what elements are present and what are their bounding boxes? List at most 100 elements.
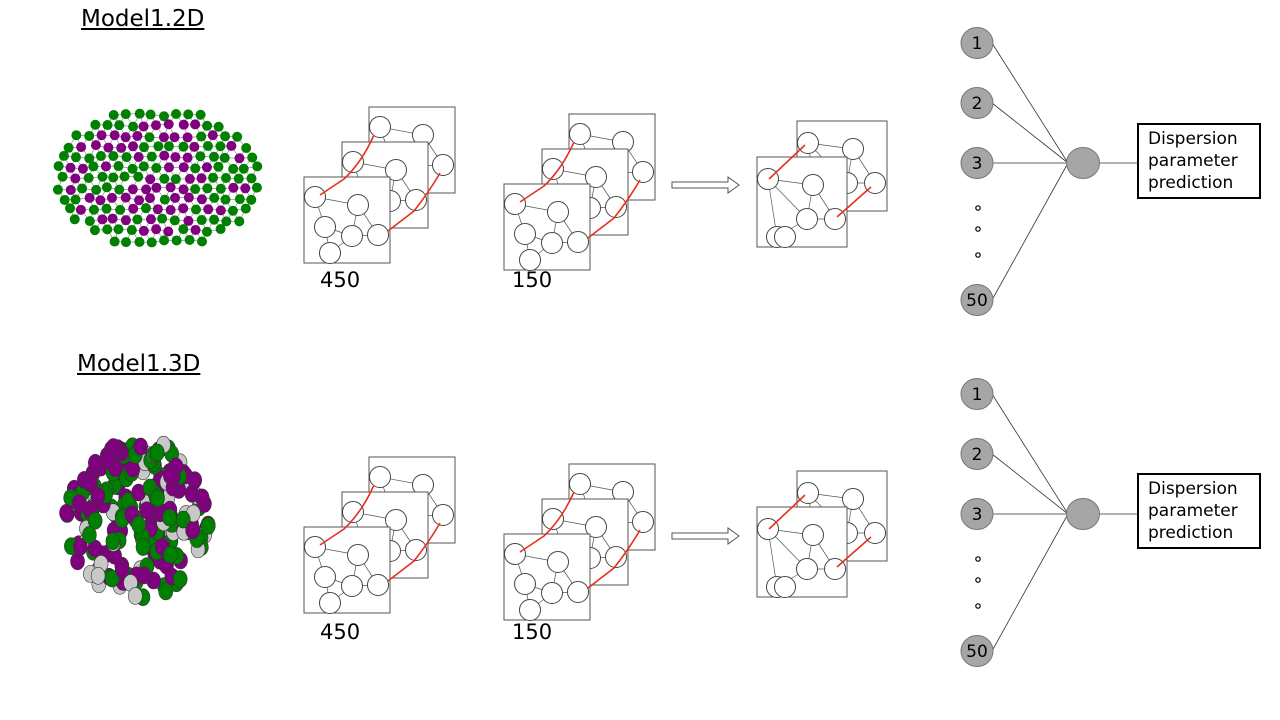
- lattice-node: [251, 182, 262, 193]
- lattice-node: [228, 182, 239, 193]
- lattice-node: [234, 194, 245, 205]
- lattice-node: [183, 109, 194, 120]
- lattice-node: [215, 224, 226, 235]
- lattice-node: [128, 203, 139, 214]
- frame-node: [519, 599, 541, 621]
- cluster-node: [150, 489, 165, 508]
- frame-node: [802, 524, 824, 546]
- lattice-node: [215, 141, 226, 152]
- frame-node: [367, 574, 389, 596]
- red-edge: [836, 536, 872, 568]
- lattice-node: [53, 161, 64, 172]
- frame-node: [796, 208, 818, 230]
- cluster-node: [70, 552, 85, 571]
- frame-node: [774, 226, 796, 248]
- cluster-node: [59, 504, 74, 522]
- lattice-node: [213, 121, 224, 132]
- lattice-node: [65, 203, 76, 214]
- lattice-node: [182, 132, 193, 143]
- frame-node: [504, 543, 526, 565]
- frame-node: [385, 159, 407, 181]
- frame-node: [514, 223, 536, 245]
- output-line: Dispersion: [1148, 129, 1238, 149]
- lattice-node: [102, 120, 113, 131]
- cluster-node: [128, 587, 143, 605]
- lattice-node: [120, 109, 131, 120]
- lattice-node: [132, 130, 143, 141]
- lattice-node: [114, 184, 125, 195]
- lattice-node: [101, 203, 112, 214]
- graph-pair: [756, 120, 888, 248]
- lattice-node: [183, 192, 194, 203]
- frame-node: [802, 174, 824, 196]
- lattice-node: [65, 184, 76, 195]
- red-edge: [836, 186, 872, 218]
- neuron-icon: [960, 284, 994, 316]
- lattice-node: [189, 141, 200, 152]
- lattice-node: [240, 203, 251, 214]
- frame-node: [774, 576, 796, 598]
- input-node-label: 50: [966, 291, 988, 311]
- frame-node: [541, 232, 563, 254]
- lattice-node: [183, 215, 194, 226]
- lattice-node: [234, 153, 245, 164]
- lattice-node: [146, 151, 157, 162]
- lattice-node: [227, 205, 238, 216]
- ellipsis-dot: [975, 252, 981, 258]
- cluster-node: [114, 560, 130, 579]
- cluster-node: [87, 511, 103, 530]
- output-line: parameter: [1148, 151, 1238, 171]
- lattice-node: [195, 151, 206, 162]
- lattice-node: [96, 130, 107, 141]
- lattice-node: [178, 119, 189, 130]
- lattice-node: [120, 132, 131, 143]
- lattice-node: [157, 213, 168, 224]
- neuron-icon: [960, 438, 994, 470]
- lattice-node: [246, 173, 257, 184]
- lattice-node: [163, 226, 174, 237]
- stack-count-label: 150: [512, 268, 553, 292]
- cluster-node: [200, 516, 216, 535]
- output-line: prediction: [1148, 173, 1234, 193]
- lattice-node: [191, 204, 202, 215]
- neuron-icon: [960, 635, 994, 667]
- lattice-node: [178, 141, 189, 152]
- frame-node: [304, 536, 326, 558]
- cluster-node: [72, 537, 88, 556]
- lattice-node: [83, 172, 94, 183]
- lattice-node: [195, 109, 206, 120]
- frame-node: [605, 196, 627, 218]
- cluster-node: [88, 453, 103, 472]
- lattice-node: [151, 182, 162, 193]
- lattice-graph: [52, 108, 263, 248]
- lattice-node: [196, 215, 207, 226]
- net-edge: [991, 162, 1069, 301]
- frame-node: [632, 511, 654, 533]
- input-node-label: 50: [966, 642, 988, 662]
- lattice-node: [88, 204, 99, 215]
- lattice-node: [70, 152, 81, 163]
- lattice-node: [241, 142, 252, 153]
- lattice-node: [209, 192, 220, 203]
- lattice-node: [77, 163, 88, 174]
- stack-count-label: 450: [320, 620, 361, 644]
- lattice-node: [102, 224, 113, 235]
- lattice-node: [171, 235, 182, 246]
- cluster-node: [135, 538, 151, 556]
- lattice-node: [107, 213, 118, 224]
- frame-node: [585, 166, 607, 188]
- lattice-node: [128, 121, 139, 132]
- lattice-node: [132, 214, 143, 225]
- graph-stack: [303, 456, 456, 614]
- lattice-node: [140, 203, 151, 214]
- lattice-node: [233, 173, 244, 184]
- lattice-node: [158, 132, 169, 143]
- lattice-node: [69, 214, 80, 225]
- ellipsis-dot: [975, 226, 981, 232]
- lattice-node: [202, 183, 213, 194]
- frame-node: [757, 168, 779, 190]
- lattice-node: [190, 119, 201, 130]
- lattice-node: [153, 141, 164, 152]
- lattice-node: [121, 152, 132, 163]
- lattice-node: [215, 183, 226, 194]
